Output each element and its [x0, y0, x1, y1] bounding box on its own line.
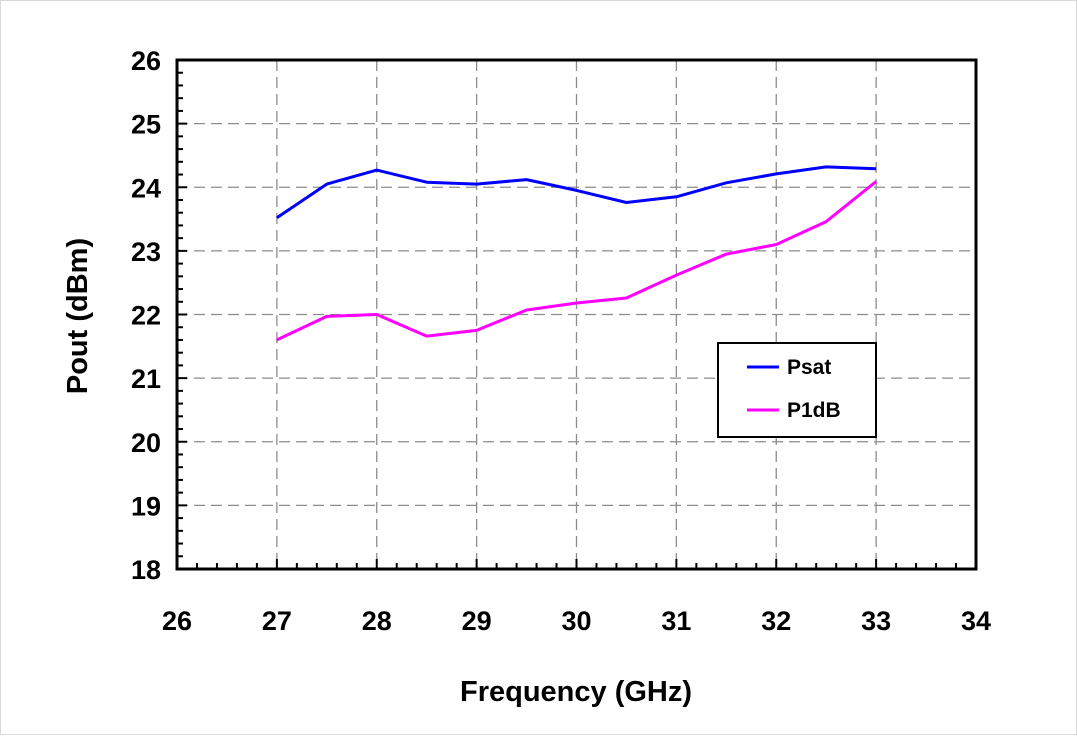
y-tick-label-2: 20	[131, 428, 161, 458]
series-line-psat	[276, 165, 877, 220]
x-tick-label-8: 34	[961, 606, 991, 636]
series-group	[276, 165, 878, 342]
y-tick-label-4: 22	[131, 301, 161, 331]
y-tick-label-1: 19	[131, 491, 161, 521]
x-tick-label-2: 28	[362, 606, 392, 636]
y-tick-label-8: 26	[131, 46, 161, 76]
legend-label-p1db: P1dB	[787, 399, 841, 422]
minor-ticks	[176, 59, 977, 570]
x-tick-label-5: 31	[661, 606, 691, 636]
y-axis-title: Pout (dBm)	[62, 238, 94, 394]
y-tick-label-3: 21	[131, 364, 161, 394]
x-tick-label-3: 29	[462, 606, 492, 636]
grid-lines	[177, 60, 976, 569]
legend: Psat P1dB	[717, 342, 877, 438]
x-tick-label-6: 32	[761, 606, 791, 636]
x-tick-label-1: 27	[262, 606, 292, 636]
y-tick-label-0: 18	[131, 555, 161, 585]
legend-box	[717, 342, 877, 438]
series-line-p1db	[276, 180, 878, 342]
y-tick-label-6: 24	[131, 173, 161, 203]
legend-label-psat: Psat	[787, 356, 831, 379]
y-tick-label-7: 25	[131, 110, 161, 140]
y-tick-label-5: 23	[131, 237, 161, 267]
x-tick-label-4: 30	[561, 606, 591, 636]
x-axis-title: Frequency (GHz)	[460, 676, 692, 708]
x-tick-label-7: 33	[861, 606, 891, 636]
x-tick-labels: 26 27 28 29 30 31 32 33 34	[162, 606, 991, 636]
x-tick-label-0: 26	[162, 606, 192, 636]
y-tick-labels: 18 19 20 21 22 23 24 25 26	[131, 46, 161, 585]
